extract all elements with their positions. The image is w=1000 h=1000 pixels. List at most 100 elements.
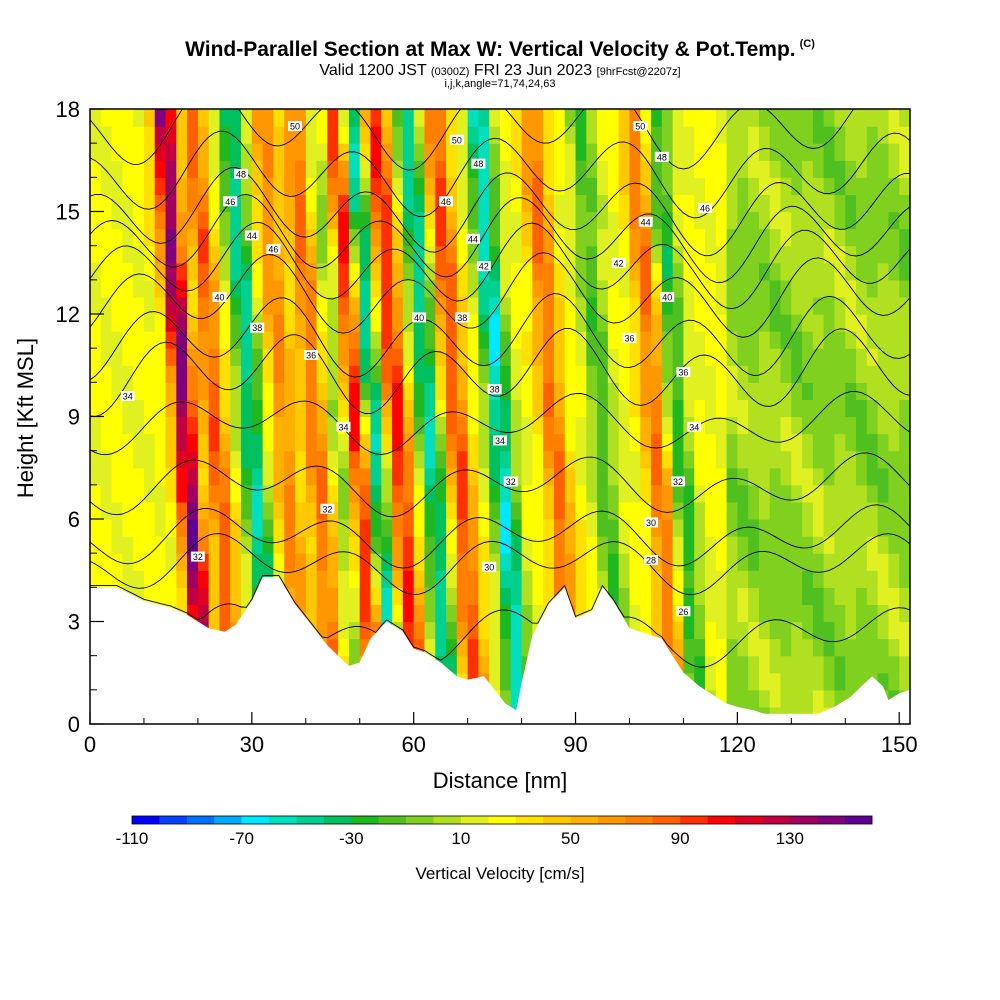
velocity-cell [651,177,663,196]
velocity-cell [812,536,825,554]
velocity-cell [715,399,728,418]
velocity-cell [769,382,782,401]
velocity-cell [381,228,393,247]
velocity-cell [543,126,555,144]
velocity-cell [802,655,814,674]
velocity-cell [769,484,782,503]
velocity-cell [176,450,188,469]
velocity-cell [888,638,900,657]
velocity-cell [510,519,523,537]
velocity-cell [262,177,275,196]
velocity-cell [348,109,361,127]
velocity-cell [575,501,587,520]
velocity-cell [241,126,253,144]
velocity-cell [143,177,156,196]
velocity-cell [500,655,512,674]
velocity-cell [629,262,641,281]
contour-label-text: 28 [646,556,656,566]
velocity-cell [737,536,749,554]
velocity-cell [812,604,825,623]
velocity-cell [359,416,372,435]
velocity-cell [769,314,782,332]
velocity-cell [100,399,113,418]
velocity-cell [553,245,566,264]
velocity-cell [899,296,910,315]
velocity-cell [187,433,199,452]
velocity-cell [424,450,436,469]
velocity-cell [607,570,620,588]
velocity-cell [834,194,846,213]
velocity-cell [413,194,426,213]
velocity-cell [651,160,663,178]
velocity-cell [553,109,566,127]
velocity-cell [316,365,328,383]
velocity-cell [489,143,501,161]
velocity-cell [521,621,533,640]
velocity-cell [359,143,372,161]
velocity-cell [273,433,285,452]
velocity-cell [489,638,501,657]
velocity-cell [651,484,663,503]
velocity-cell [90,109,102,127]
velocity-cell [866,519,879,537]
velocity-cell [758,143,771,161]
velocity-cell [521,467,533,486]
velocity-cell [651,399,663,418]
velocity-cell [370,262,382,281]
velocity-cell [133,194,145,213]
velocity-cell [510,382,523,401]
colorbar-swatch [351,816,379,824]
velocity-cell [856,160,868,178]
velocity-cell [845,365,857,383]
velocity-cell [823,587,836,606]
velocity-cell [866,365,879,383]
velocity-cell [359,467,372,486]
velocity-cell [769,177,782,196]
velocity-cell [661,211,674,230]
velocity-cell [284,399,296,418]
velocity-cell [392,587,404,606]
velocity-cell [748,177,760,196]
velocity-cell [187,296,199,315]
velocity-cell [629,126,641,144]
velocity-cell [478,536,490,554]
velocity-cell [629,484,641,503]
velocity-cell [316,126,328,144]
velocity-cell [856,484,868,503]
velocity-cell [208,160,221,178]
velocity-cell [251,296,264,315]
velocity-cell [705,553,717,571]
velocity-cell [532,211,544,230]
velocity-cell [597,245,609,264]
velocity-cell [769,672,782,691]
colorbar-swatch [296,816,325,824]
velocity-cell [154,177,167,196]
velocity-cell [823,194,836,213]
velocity-cell [197,348,210,366]
velocity-cell [705,160,717,178]
velocity-cell [489,519,501,537]
velocity-cell [823,416,836,435]
velocity-cell [133,416,145,435]
velocity-cell [726,262,738,281]
velocity-cell [327,536,339,554]
velocity-cell [737,314,749,332]
velocity-cell [564,433,577,452]
velocity-cell [607,433,620,452]
velocity-cell [143,143,156,161]
colorbar-swatch [269,816,297,824]
velocity-cell [597,177,609,196]
velocity-cell [143,348,156,366]
velocity-cell [564,143,577,161]
velocity-cell [683,570,695,588]
velocity-cell [370,177,382,196]
velocity-cell [564,177,577,196]
velocity-cell [694,587,706,606]
velocity-cell [284,519,296,537]
velocity-cell [111,160,123,178]
velocity-cell [651,536,663,554]
velocity-cell [672,262,685,281]
velocity-cell [122,331,134,349]
velocity-cell [295,416,307,435]
velocity-cell [381,331,393,349]
